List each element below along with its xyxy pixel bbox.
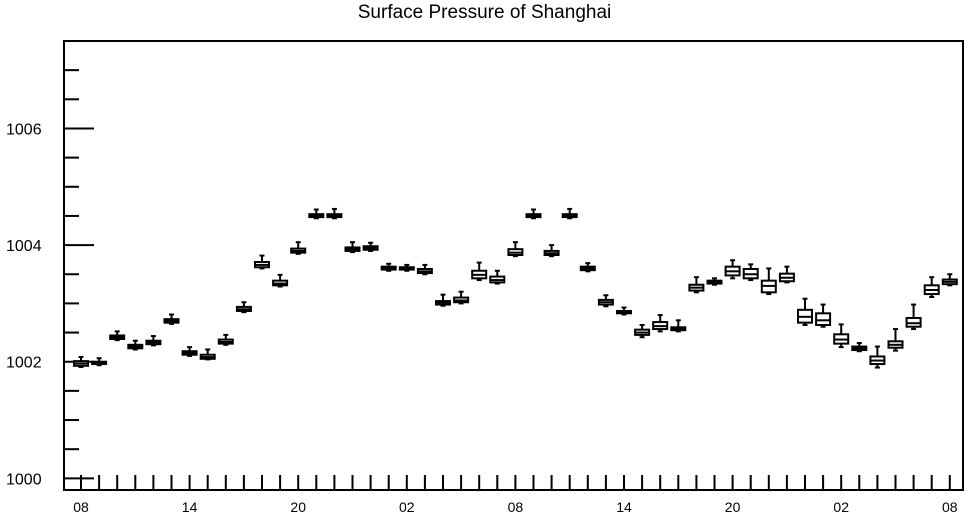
- x-tick-label: 02: [399, 499, 415, 515]
- box-item: [380, 262, 397, 272]
- box-item: [561, 207, 578, 220]
- box-item: [760, 267, 777, 296]
- x-tick-label: 08: [942, 499, 958, 515]
- box-item: [507, 241, 524, 258]
- box-item: [199, 348, 216, 361]
- y-axis: 1000 1002 1004 1006: [6, 40, 94, 488]
- box-item: [579, 262, 596, 273]
- y-tick-label: 1004: [6, 238, 42, 255]
- box-item: [91, 357, 108, 367]
- box-item: [597, 294, 614, 308]
- box-item: [127, 339, 144, 351]
- box-item: [145, 335, 162, 347]
- box-item: [308, 208, 325, 220]
- box-item: [887, 328, 904, 352]
- box-item: [398, 263, 415, 272]
- y-tick-label: 1002: [6, 355, 42, 372]
- box-item: [941, 273, 958, 287]
- box-item: [742, 263, 759, 282]
- x-axis: 08 14 20 02 08 14 20 02 08: [73, 475, 958, 515]
- box-item: [525, 208, 542, 220]
- box-item: [905, 303, 922, 331]
- box-item: [869, 345, 886, 369]
- x-tick-label: 20: [725, 499, 741, 515]
- box-item: [435, 293, 451, 307]
- x-tick-label: 14: [616, 499, 632, 515]
- box-item: [344, 241, 361, 254]
- box-item: [706, 277, 723, 286]
- box-body: [815, 312, 832, 326]
- box-item: [217, 333, 234, 346]
- box-item: [670, 319, 687, 333]
- box-item: [634, 323, 651, 339]
- box-item: [290, 241, 307, 255]
- box-item: [163, 313, 180, 325]
- box-item: [272, 273, 289, 288]
- box-item: [416, 263, 433, 276]
- y-tick-label: 1006: [6, 121, 42, 138]
- box-item: [724, 259, 741, 280]
- box-item: [109, 330, 126, 342]
- box-item: [453, 290, 470, 305]
- box-item: [235, 301, 252, 314]
- box-item: [616, 306, 632, 316]
- box-item: [833, 323, 850, 349]
- box-item: [254, 254, 270, 270]
- box-item: [851, 342, 868, 353]
- box-item: [688, 276, 705, 294]
- box-item: [797, 297, 813, 326]
- box-item: [815, 303, 832, 328]
- box-series: [73, 207, 958, 369]
- box-item: [923, 276, 940, 298]
- y-tick-label: 1000: [6, 471, 42, 488]
- box-item: [471, 261, 488, 282]
- plot-frame: [63, 40, 964, 491]
- x-tick-label: 02: [833, 499, 849, 515]
- box-item: [778, 265, 795, 284]
- x-tick-label: 14: [182, 499, 198, 515]
- box-item: [73, 356, 89, 368]
- box-item: [543, 244, 560, 258]
- box-item: [362, 241, 379, 252]
- chart-title: Surface Pressure of Shanghai: [357, 2, 612, 23]
- box-item: [181, 346, 198, 357]
- x-tick-label: 20: [290, 499, 306, 515]
- box-item: [652, 314, 669, 333]
- box-item: [326, 207, 343, 220]
- box-item: [489, 269, 506, 285]
- x-tick-label: 08: [508, 499, 524, 515]
- x-tick-label: 08: [73, 499, 89, 515]
